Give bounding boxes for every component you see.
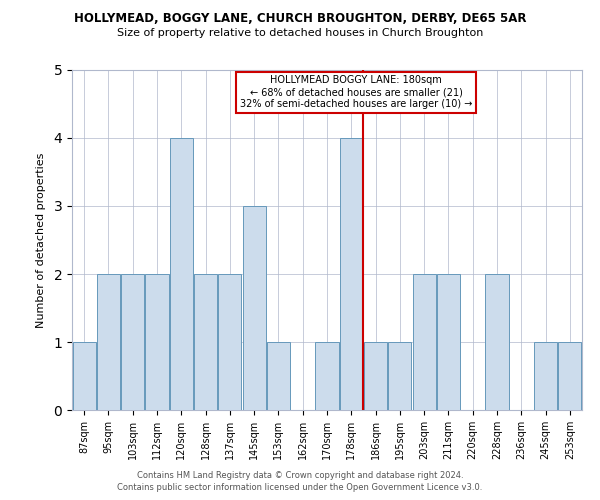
Bar — [534, 342, 557, 410]
Bar — [97, 274, 120, 410]
Bar — [145, 274, 169, 410]
Y-axis label: Number of detached properties: Number of detached properties — [37, 152, 46, 328]
Bar — [485, 274, 509, 410]
Bar — [73, 342, 95, 410]
Bar — [364, 342, 387, 410]
Bar — [218, 274, 241, 410]
Bar — [437, 274, 460, 410]
Text: Contains HM Land Registry data © Crown copyright and database right 2024.: Contains HM Land Registry data © Crown c… — [137, 471, 463, 480]
Text: HOLLYMEAD, BOGGY LANE, CHURCH BROUGHTON, DERBY, DE65 5AR: HOLLYMEAD, BOGGY LANE, CHURCH BROUGHTON,… — [74, 12, 526, 26]
Text: Contains public sector information licensed under the Open Government Licence v3: Contains public sector information licen… — [118, 484, 482, 492]
Bar — [267, 342, 290, 410]
Text: Size of property relative to detached houses in Church Broughton: Size of property relative to detached ho… — [117, 28, 483, 38]
Bar — [413, 274, 436, 410]
Bar — [559, 342, 581, 410]
Bar — [242, 206, 266, 410]
Bar — [316, 342, 338, 410]
Bar — [194, 274, 217, 410]
Bar — [121, 274, 144, 410]
Bar — [388, 342, 412, 410]
Bar — [170, 138, 193, 410]
Bar — [340, 138, 363, 410]
Text: HOLLYMEAD BOGGY LANE: 180sqm
← 68% of detached houses are smaller (21)
32% of se: HOLLYMEAD BOGGY LANE: 180sqm ← 68% of de… — [240, 76, 472, 108]
